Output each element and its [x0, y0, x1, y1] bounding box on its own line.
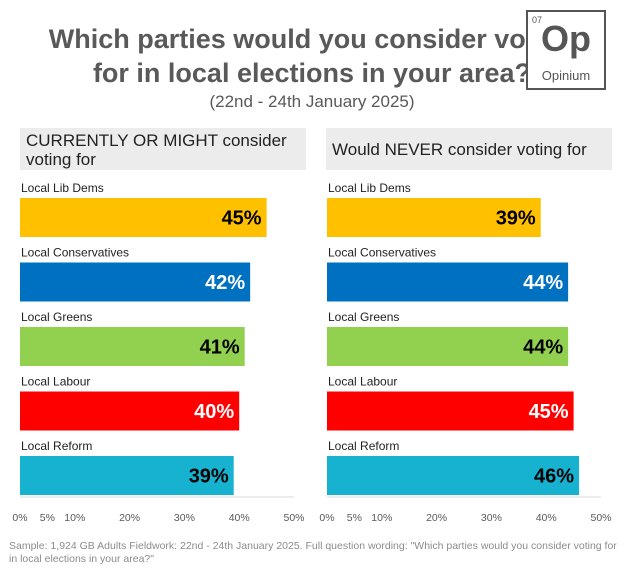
- right-category-label: Local Reform: [328, 439, 399, 453]
- right-category-label: Local Labour: [328, 375, 397, 389]
- left-category-label: Local Greens: [21, 310, 92, 324]
- left-bar-value-label: 45%: [222, 208, 262, 230]
- right-category-label: Local Conservatives: [328, 246, 436, 260]
- left-bar: [20, 262, 251, 302]
- left-bar-value-label: 40%: [194, 401, 234, 423]
- left-category-label: Local Labour: [21, 375, 90, 389]
- right-x-tick-label: 10%: [371, 512, 392, 524]
- right-x-tick-label: 20%: [426, 512, 447, 524]
- right-bar: [327, 262, 569, 302]
- right-bar: [327, 327, 569, 366]
- right-bar: [327, 391, 574, 431]
- left-x-tick-label: 20%: [119, 512, 140, 524]
- opinium-logo: 07 Op Opinium: [526, 10, 606, 90]
- left-category-label: Local Lib Dems: [21, 181, 104, 195]
- right-x-tick-label: 5%: [347, 512, 362, 524]
- title-line-1: Which parties would you consider voting: [48, 24, 576, 54]
- right-bar-value-label: 44%: [523, 272, 563, 294]
- left-x-tick-label: 30%: [174, 512, 195, 524]
- logo-symbol: Op: [541, 18, 591, 59]
- title-line-2: for in local elections in your area?: [92, 58, 532, 88]
- left-category-label: Local Reform: [21, 439, 92, 453]
- chart-title: Which parties would you consider voting …: [0, 22, 624, 90]
- chart-subtitle: (22nd - 24th January 2025): [209, 92, 415, 111]
- right-category-label: Local Greens: [328, 310, 399, 324]
- left-bar-value-label: 42%: [205, 272, 245, 294]
- left-x-tick-label: 10%: [64, 512, 85, 524]
- left-x-tick-label: 40%: [229, 512, 250, 524]
- right-panel-header: Would NEVER consider voting for: [326, 128, 612, 170]
- left-panel-header: CURRENTLY OR MIGHT consider voting for: [20, 128, 306, 170]
- right-x-tick-label: 0%: [319, 512, 334, 524]
- left-category-label: Local Conservatives: [21, 246, 129, 260]
- right-bar: [327, 456, 580, 495]
- left-bar: [20, 327, 245, 366]
- logo-number: 07: [532, 15, 543, 25]
- right-bar-value-label: 44%: [523, 337, 563, 359]
- right-bar-value-label: 45%: [529, 401, 569, 423]
- left-bar: [20, 198, 267, 237]
- left-bar-value-label: 41%: [200, 337, 240, 359]
- left-bar: [20, 391, 240, 431]
- right-category-label: Local Lib Dems: [328, 181, 411, 195]
- right-bar-value-label: 46%: [534, 466, 574, 488]
- right-x-tick-label: 50%: [590, 512, 611, 524]
- right-bar: [327, 198, 541, 237]
- left-bar-value-label: 39%: [189, 466, 229, 488]
- left-x-tick-label: 50%: [283, 512, 304, 524]
- logo-name: Opinium: [541, 68, 591, 83]
- left-bar: [20, 456, 234, 495]
- left-x-tick-label: 5%: [40, 512, 55, 524]
- footnote: Sample: 1,924 GB Adults Fieldwork: 22nd …: [9, 540, 617, 565]
- left-x-tick-label: 0%: [12, 512, 27, 524]
- right-bar-value-label: 39%: [496, 208, 536, 230]
- right-x-tick-label: 40%: [536, 512, 557, 524]
- right-x-tick-label: 30%: [481, 512, 502, 524]
